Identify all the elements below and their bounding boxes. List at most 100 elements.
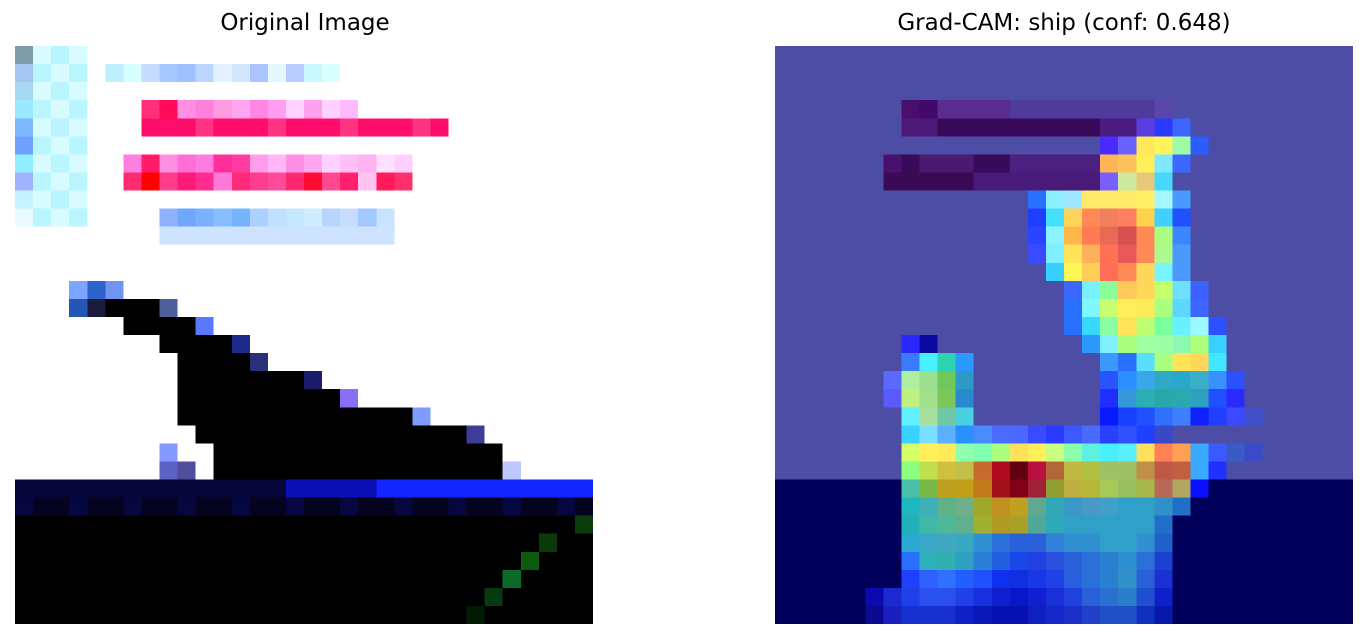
pixel: [159, 172, 178, 191]
cam-pixel: [1154, 100, 1173, 119]
cam-pixel: [1118, 208, 1137, 227]
pixel: [33, 172, 52, 191]
pixel: [394, 479, 413, 498]
cam-pixel: [973, 533, 992, 552]
cam-pixel: [1082, 605, 1101, 624]
pixel: [358, 226, 377, 245]
pixel: [195, 154, 214, 173]
pixel: [340, 172, 359, 191]
cam-pixel: [991, 172, 1010, 191]
cam-pixel: [1100, 154, 1119, 173]
cam-pixel: [1082, 298, 1101, 317]
cam-pixel: [937, 533, 956, 552]
cam-pixel: [1045, 461, 1064, 480]
pixel: [538, 479, 557, 498]
pixel: [15, 479, 34, 498]
cam-pixel: [901, 172, 920, 191]
cam-pixel: [1027, 605, 1046, 624]
pixel: [249, 154, 268, 173]
cam-pixel: [1045, 100, 1064, 119]
cam-pixel: [991, 461, 1010, 480]
cam-pixel: [937, 118, 956, 137]
cam-pixel: [1100, 298, 1119, 317]
pixel: [249, 479, 268, 498]
cam-pixel: [1027, 497, 1046, 516]
pixel: [51, 136, 70, 155]
pixel: [69, 497, 88, 516]
cam-pixel: [1118, 136, 1137, 155]
pixel: [358, 479, 377, 498]
cam-pixel: [1009, 479, 1028, 498]
cam-pixel: [901, 371, 920, 390]
cam-pixel: [1154, 443, 1173, 462]
cam-pixel: [1190, 316, 1209, 335]
cam-pixel: [1190, 280, 1209, 299]
cam-pixel: [1118, 118, 1137, 137]
cam-pixel: [991, 425, 1010, 444]
cam-pixel: [1045, 479, 1064, 498]
cam-pixel: [1208, 335, 1227, 354]
cam-pixel: [1172, 443, 1191, 462]
cam-pixel: [1190, 389, 1209, 408]
cam-pixel: [919, 353, 938, 372]
cam-pixel: [1208, 389, 1227, 408]
cam-pixel: [919, 587, 938, 606]
cam-pixel: [883, 371, 902, 390]
cam-pixel: [955, 479, 974, 498]
cam-pixel: [937, 425, 956, 444]
cam-pixel: [1064, 569, 1083, 588]
pixel: [105, 479, 124, 498]
ship-hull-pixel: [213, 443, 503, 462]
cam-pixel: [955, 353, 974, 372]
cam-pixel: [901, 154, 920, 173]
cam-pixel: [1009, 443, 1028, 462]
pixel: [195, 497, 214, 516]
cam-pixel: [1009, 461, 1028, 480]
cam-pixel: [1154, 605, 1173, 624]
pixel: [87, 479, 106, 498]
cam-pixel: [955, 461, 974, 480]
cam-pixel: [919, 118, 938, 137]
cam-pixel: [937, 389, 956, 408]
cam-pixel: [1172, 371, 1191, 390]
cam-pixel: [1172, 389, 1191, 408]
pixel: [141, 64, 160, 83]
pixel: [358, 154, 377, 173]
pixel: [430, 118, 449, 137]
cam-pixel: [1064, 244, 1083, 263]
cam-pixel: [973, 118, 992, 137]
cam-pixel: [1154, 569, 1173, 588]
cam-pixel: [901, 497, 920, 516]
cam-pixel: [1154, 425, 1173, 444]
pixel: [322, 172, 341, 191]
cam-pixel: [955, 407, 974, 426]
cam-pixel: [937, 551, 956, 570]
pixel: [177, 497, 196, 516]
cam-pixel: [973, 587, 992, 606]
cam-pixel: [1118, 298, 1137, 317]
cam-pixel: [1082, 443, 1101, 462]
cam-pixel: [901, 335, 920, 354]
cam-pixel: [919, 569, 938, 588]
cam-pixel: [991, 497, 1010, 516]
cam-pixel: [1045, 605, 1064, 624]
cam-pixel: [1045, 569, 1064, 588]
cam-pixel: [1154, 533, 1173, 552]
cam-pixel: [1064, 208, 1083, 227]
cam-pixel: [1172, 316, 1191, 335]
pixel: [249, 118, 268, 137]
cam-pixel: [973, 100, 992, 119]
cam-pixel: [1100, 461, 1119, 480]
cam-pixel: [1154, 389, 1173, 408]
pixel: [15, 136, 34, 155]
cam-pixel: [1027, 551, 1046, 570]
pixel: [141, 172, 160, 191]
cam-pixel: [955, 389, 974, 408]
ship-hull-pixel: [177, 371, 304, 390]
cam-pixel: [937, 407, 956, 426]
cam-pixel: [1136, 497, 1155, 516]
cam-pixel: [1154, 244, 1173, 263]
cam-pixel: [955, 497, 974, 516]
cam-pixel: [1064, 118, 1083, 137]
pixel: [159, 64, 178, 83]
